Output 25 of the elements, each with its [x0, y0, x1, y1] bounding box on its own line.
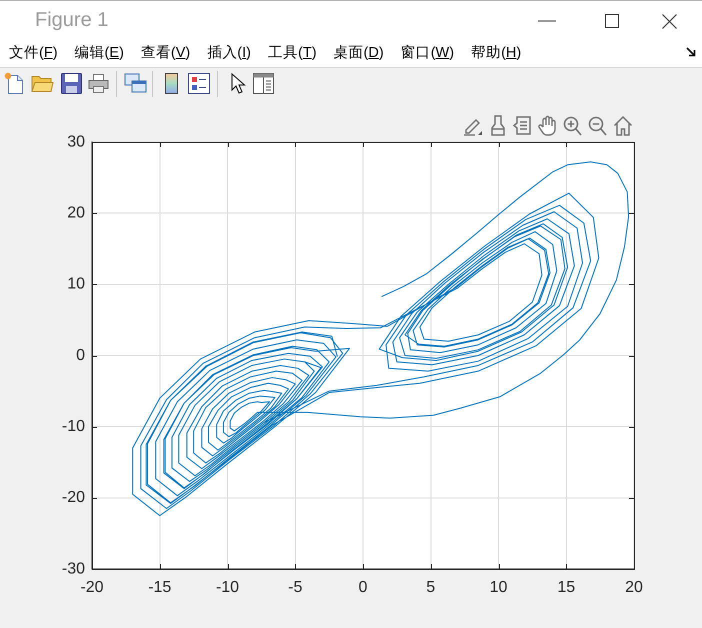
y-tick-label: -20 — [62, 489, 86, 506]
text: 查看(V) — [140, 44, 190, 62]
x-tick-label: 15 — [557, 579, 576, 596]
text: 插入(I) — [207, 44, 251, 62]
text: 工具(T) — [268, 44, 317, 62]
x-tick-label: 0 — [358, 579, 368, 596]
y-tick-label: -10 — [62, 418, 86, 436]
y-tick-label: 20 — [67, 204, 86, 222]
text: 文件(F) — [9, 44, 58, 62]
text: 桌面(D) — [334, 44, 384, 62]
x-tick-label: 20 — [625, 579, 643, 596]
text: 窗口(W) — [400, 44, 454, 62]
y-tick-label: 0 — [76, 346, 86, 364]
y-tick-label: 30 — [67, 133, 86, 150]
x-tick-label: -15 — [148, 579, 172, 596]
x-tick-label: -5 — [288, 579, 302, 596]
x-tick-label: -20 — [80, 579, 104, 596]
caption: Figure 1 — [35, 9, 108, 31]
x-tick-label: 5 — [426, 579, 436, 596]
x-tick-label: -10 — [216, 579, 240, 596]
y-tick-label: -30 — [62, 560, 86, 578]
text: 编辑(E) — [74, 44, 124, 62]
text: 帮助(H) — [471, 44, 522, 62]
x-tick-label: 10 — [490, 579, 508, 596]
y-tick-label: 10 — [67, 276, 86, 293]
